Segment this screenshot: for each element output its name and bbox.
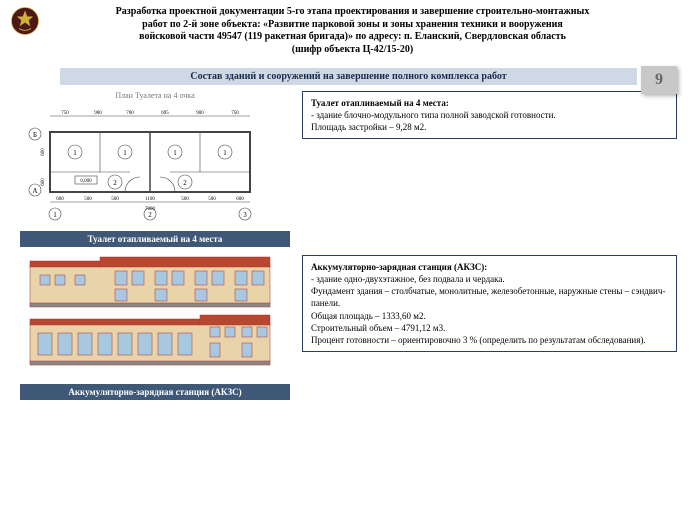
description-column: Туалет отапливаемый на 4 места: - здание… bbox=[302, 91, 677, 139]
svg-text:750: 750 bbox=[61, 111, 69, 116]
svg-text:2: 2 bbox=[183, 179, 187, 187]
emblem-icon bbox=[10, 6, 40, 36]
svg-text:500: 500 bbox=[208, 197, 216, 202]
drawing-label: Туалет отапливаемый на 4 места bbox=[88, 234, 223, 244]
svg-text:7000: 7000 bbox=[145, 207, 156, 212]
title-line: работ по 2-й зоне объекта: «Развитие пар… bbox=[142, 19, 563, 30]
svg-text:600: 600 bbox=[41, 178, 46, 186]
drawing-label: Аккумуляторно-зарядная станция (АКЗС) bbox=[68, 387, 241, 397]
drawing-column: Аккумуляторно-зарядная станция (АКЗС) bbox=[20, 255, 290, 400]
title-line: Разработка проектной документации 5-го э… bbox=[116, 6, 590, 17]
block-akzs: Аккумуляторно-зарядная станция (АКЗС) Ак… bbox=[20, 255, 677, 400]
desc-line: Фундамент здания – столбчатые, монолитны… bbox=[311, 285, 668, 309]
svg-text:А: А bbox=[32, 187, 37, 195]
drawing-label-bar: Аккумуляторно-зарядная станция (АКЗС) bbox=[20, 384, 290, 400]
svg-text:600: 600 bbox=[56, 197, 64, 202]
block-toilet: План Туалета на 4 очка bbox=[20, 91, 677, 247]
svg-text:1: 1 bbox=[53, 211, 57, 219]
desc-line: Общая площадь – 1333,60 м2. bbox=[311, 310, 668, 322]
svg-text:500: 500 bbox=[181, 197, 189, 202]
svg-text:2: 2 bbox=[113, 179, 117, 187]
description-column: Аккумуляторно-зарядная станция (АКЗС): -… bbox=[302, 255, 677, 352]
header: Разработка проектной документации 5-го э… bbox=[0, 0, 697, 60]
svg-text:500: 500 bbox=[84, 197, 92, 202]
desc-title: Туалет отапливаемый на 4 места: bbox=[311, 97, 668, 109]
desc-line: Процент готовности – ориентировочно 3 % … bbox=[311, 334, 668, 346]
desc-line: Строительный объем – 4791,12 м3. bbox=[311, 322, 668, 334]
drawing-caption: План Туалета на 4 очка bbox=[20, 91, 290, 100]
svg-text:600: 600 bbox=[41, 148, 46, 156]
svg-text:700: 700 bbox=[126, 111, 134, 116]
title-line: войсковой части 49547 (119 ракетная бриг… bbox=[139, 31, 566, 42]
svg-text:Б: Б bbox=[33, 131, 37, 139]
page-title: Разработка проектной документации 5-го э… bbox=[48, 6, 687, 56]
section-title-bar: Состав зданий и сооружений на завершение… bbox=[60, 68, 637, 85]
svg-text:500: 500 bbox=[111, 197, 119, 202]
title-line: (шифр объекта Ц-42/15-20) bbox=[292, 44, 413, 55]
svg-text:900: 900 bbox=[94, 111, 102, 116]
drawing-label-bar: Туалет отапливаемый на 4 места bbox=[20, 231, 290, 247]
svg-text:900: 900 bbox=[196, 111, 204, 116]
floorplan-drawing: 1 1 1 1 2 2 0,000 Б А 1 2 bbox=[20, 102, 280, 222]
content: План Туалета на 4 очка bbox=[0, 91, 697, 400]
svg-text:2: 2 bbox=[148, 211, 152, 219]
svg-text:1: 1 bbox=[173, 149, 177, 157]
svg-text:1: 1 bbox=[123, 149, 127, 157]
svg-text:1100: 1100 bbox=[145, 197, 155, 202]
desc-title: Аккумуляторно-зарядная станция (АКЗС): bbox=[311, 261, 668, 273]
page-number: 9 bbox=[655, 71, 663, 89]
svg-text:600: 600 bbox=[236, 197, 244, 202]
svg-text:1: 1 bbox=[73, 149, 77, 157]
svg-text:1: 1 bbox=[223, 149, 227, 157]
elevation-drawing bbox=[20, 255, 280, 375]
desc-line: - здание блочно-модульного типа полной з… bbox=[311, 109, 668, 121]
description-box: Аккумуляторно-зарядная станция (АКЗС): -… bbox=[302, 255, 677, 352]
svg-text:0,000: 0,000 bbox=[80, 179, 92, 184]
page-number-badge: 9 bbox=[641, 66, 677, 94]
desc-line: - здание одно-двухэтажное, без подвала и… bbox=[311, 273, 668, 285]
svg-text:3: 3 bbox=[243, 211, 247, 219]
desc-line: Площадь застройки – 9,28 м2. bbox=[311, 121, 668, 133]
description-box: Туалет отапливаемый на 4 места: - здание… bbox=[302, 91, 677, 139]
svg-text:695: 695 bbox=[161, 111, 169, 116]
drawing-column: План Туалета на 4 очка bbox=[20, 91, 290, 247]
svg-text:750: 750 bbox=[231, 111, 239, 116]
section-title: Состав зданий и сооружений на завершение… bbox=[190, 71, 506, 82]
